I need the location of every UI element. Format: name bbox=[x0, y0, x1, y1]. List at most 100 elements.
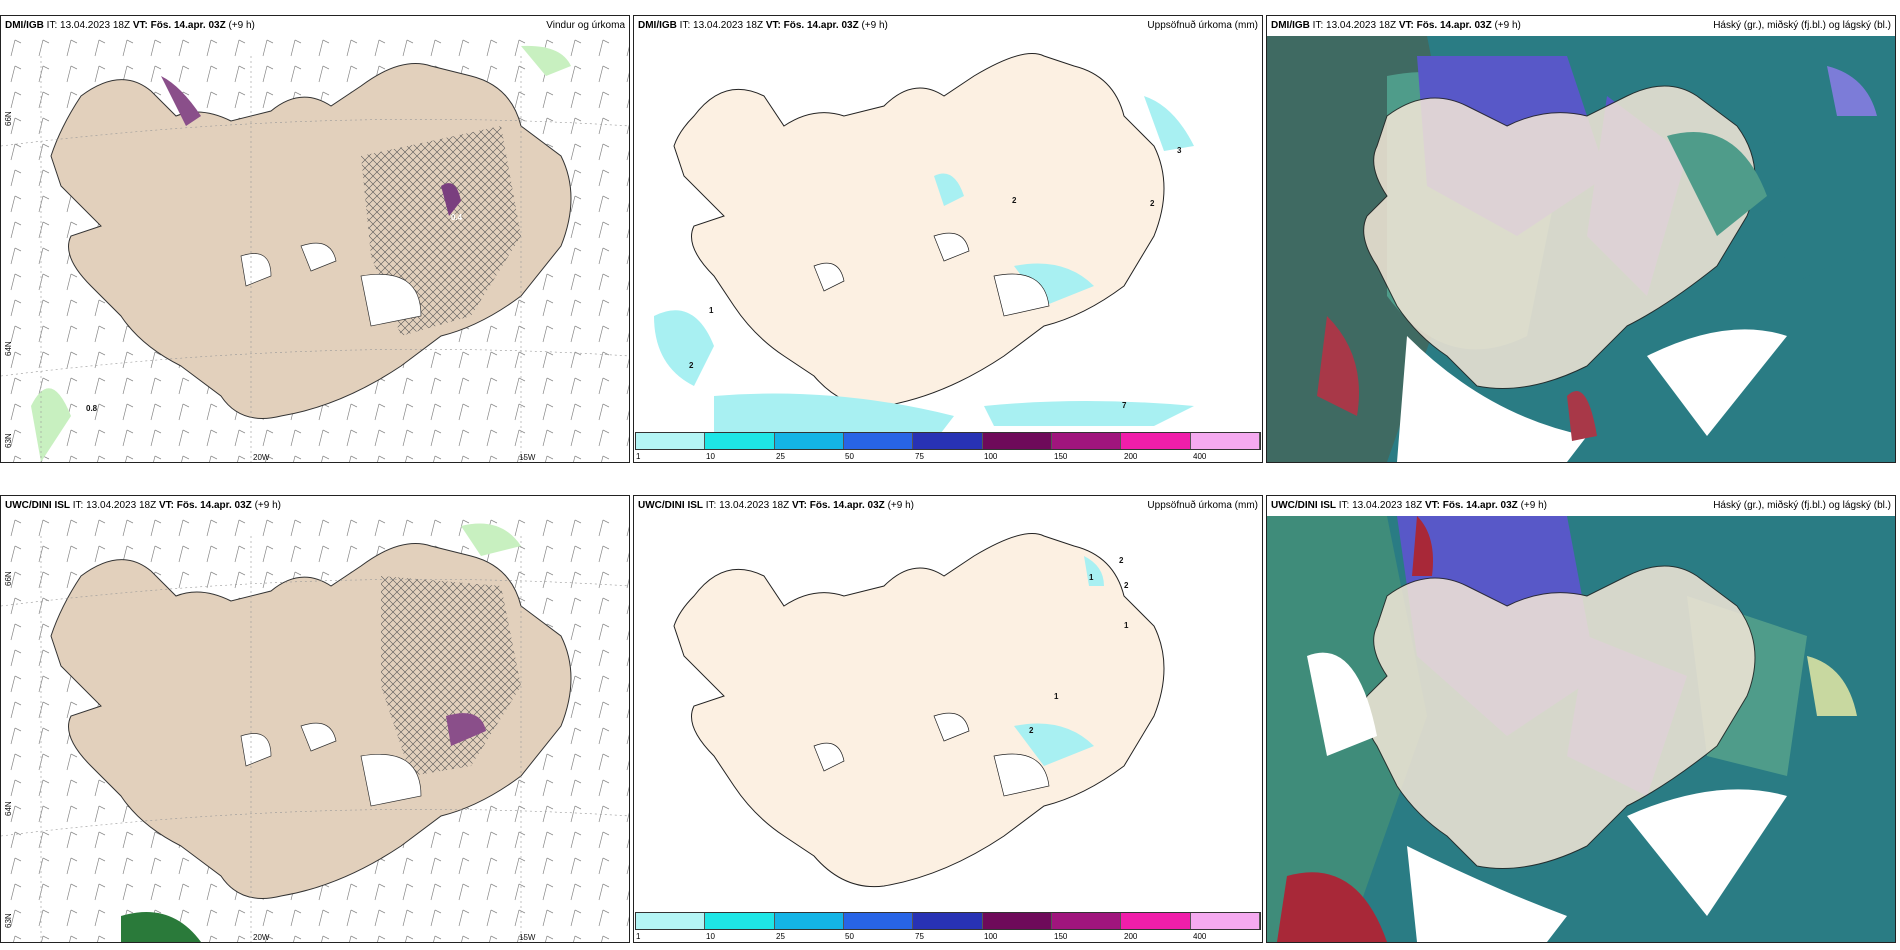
lat-label: 63N bbox=[4, 913, 13, 928]
scale-swatch bbox=[636, 433, 706, 449]
scale-tick: 10 bbox=[706, 452, 715, 461]
scale-tick: 400 bbox=[1193, 932, 1207, 941]
lead-time: (+9 h) bbox=[861, 20, 888, 31]
model-name: DMI/IGB bbox=[1271, 20, 1310, 31]
init-time: IT: 13.04.2023 18Z bbox=[1312, 20, 1397, 31]
iceland-land bbox=[673, 533, 1165, 888]
precip-value: 1 bbox=[1124, 621, 1129, 630]
scale-swatch bbox=[843, 433, 914, 449]
precip-value: 2 bbox=[1124, 581, 1129, 590]
lead-time: (+9 h) bbox=[254, 500, 281, 511]
panel-header: DMI/IGB IT: 13.04.2023 18Z VT: Fös. 14.a… bbox=[1267, 16, 1895, 36]
lon-label: 15W bbox=[519, 453, 536, 462]
init-time: IT: 13.04.2023 18Z bbox=[679, 20, 764, 31]
lead-time: (+9 h) bbox=[887, 500, 914, 511]
clouds-panel-top: DMI/IGB IT: 13.04.2023 18Z VT: Fös. 14.a… bbox=[1266, 15, 1896, 463]
precip-value: 1 bbox=[709, 306, 714, 315]
precip-value: 1 bbox=[1089, 573, 1094, 582]
scale-swatch bbox=[705, 913, 775, 929]
cloud-map bbox=[1267, 36, 1895, 462]
valid-label: VT: bbox=[1398, 20, 1414, 31]
valid-label: VT: bbox=[765, 20, 781, 31]
scale-swatch bbox=[1190, 913, 1260, 929]
wind-precip-panel-bottom: UWC/DINI ISL IT: 13.04.2023 18Z VT: Fös.… bbox=[0, 495, 630, 943]
valid-time: Fös. 14.apr. 03Z bbox=[1416, 20, 1492, 31]
scale-swatch bbox=[982, 913, 1052, 929]
scale-tick: 75 bbox=[915, 452, 924, 461]
precip-color-scale: 1 10 25 50 75 100 150 200 400 bbox=[634, 912, 1262, 942]
lat-label: 64N bbox=[4, 341, 13, 356]
panel-title: Háský (gr.), miðský (fj.bl.) og lágský (… bbox=[1713, 20, 1891, 31]
scale-tick: 200 bbox=[1124, 932, 1138, 941]
lead-time: (+9 h) bbox=[1520, 500, 1547, 511]
lat-label: 63N bbox=[4, 433, 13, 448]
precip-map bbox=[634, 516, 1262, 942]
scale-tick: 1 bbox=[636, 452, 641, 461]
scale-tick: 200 bbox=[1124, 452, 1138, 461]
lat-label: 66N bbox=[4, 571, 13, 586]
model-name: DMI/IGB bbox=[638, 20, 677, 31]
valid-label: VT: bbox=[158, 500, 174, 511]
precip-value: 2 bbox=[1029, 726, 1034, 735]
valid-label: VT: bbox=[791, 500, 807, 511]
panel-header: UWC/DINI ISL IT: 13.04.2023 18Z VT: Fös.… bbox=[634, 496, 1262, 516]
scale-tick: 10 bbox=[706, 932, 715, 941]
precip-value: 2 bbox=[1012, 196, 1017, 205]
scale-swatch bbox=[913, 433, 983, 449]
scale-tick: 50 bbox=[845, 452, 854, 461]
valid-time: Fös. 14.apr. 03Z bbox=[809, 500, 885, 511]
precip-value: 2 bbox=[1119, 556, 1124, 565]
precip-value: 7 bbox=[1122, 401, 1127, 410]
model-name: UWC/DINI ISL bbox=[638, 500, 703, 511]
scale-swatch bbox=[1190, 433, 1260, 449]
cloud-map bbox=[1267, 516, 1895, 942]
lat-label: 66N bbox=[4, 111, 13, 126]
scale-swatch bbox=[705, 433, 775, 449]
scale-bar bbox=[635, 912, 1261, 930]
scale-tick: 100 bbox=[984, 932, 998, 941]
scale-swatch bbox=[982, 433, 1052, 449]
precip-value: 3 bbox=[1177, 146, 1182, 155]
wind-precip-panel-top: DMI/IGB IT: 13.04.2023 18Z VT: Fös. 14.a… bbox=[0, 15, 630, 463]
valid-label: VT: bbox=[132, 20, 148, 31]
lon-label: 15W bbox=[519, 933, 536, 942]
scale-swatch bbox=[1121, 433, 1191, 449]
scale-tick: 100 bbox=[984, 452, 998, 461]
scale-tick: 25 bbox=[776, 452, 785, 461]
clouds-panel-bottom: UWC/DINI ISL IT: 13.04.2023 18Z VT: Fös.… bbox=[1266, 495, 1896, 943]
scale-swatch bbox=[774, 913, 844, 929]
model-name: UWC/DINI ISL bbox=[1271, 500, 1336, 511]
scale-tick: 150 bbox=[1054, 452, 1068, 461]
scale-tick: 400 bbox=[1193, 452, 1207, 461]
lead-time: (+9 h) bbox=[1494, 20, 1521, 31]
lead-time: (+9 h) bbox=[228, 20, 255, 31]
panel-header: UWC/DINI ISL IT: 13.04.2023 18Z VT: Fös.… bbox=[1267, 496, 1895, 516]
lat-label: 64N bbox=[4, 801, 13, 816]
scale-tick: 1 bbox=[636, 932, 641, 941]
lon-label: 20W bbox=[253, 933, 270, 942]
model-name: UWC/DINI ISL bbox=[5, 500, 70, 511]
model-name: DMI/IGB bbox=[5, 20, 44, 31]
wind-map bbox=[1, 516, 629, 942]
scale-tick: 150 bbox=[1054, 932, 1068, 941]
scale-bar bbox=[635, 432, 1261, 450]
valid-time: Fös. 14.apr. 03Z bbox=[1442, 500, 1518, 511]
precip-value: 2 bbox=[1150, 199, 1155, 208]
precip-panel-bottom: UWC/DINI ISL IT: 13.04.2023 18Z VT: Fös.… bbox=[633, 495, 1263, 943]
precip-map bbox=[634, 36, 1262, 462]
scale-tick: 75 bbox=[915, 932, 924, 941]
scale-swatch bbox=[1051, 433, 1122, 449]
scale-swatch bbox=[913, 913, 983, 929]
panel-title: Uppsöfnuð úrkoma (mm) bbox=[1147, 500, 1258, 511]
iceland-land bbox=[673, 53, 1165, 408]
scale-swatch bbox=[1051, 913, 1122, 929]
panel-header: DMI/IGB IT: 13.04.2023 18Z VT: Fös. 14.a… bbox=[634, 16, 1262, 36]
panel-header: UWC/DINI ISL IT: 13.04.2023 18Z VT: Fös.… bbox=[1, 496, 629, 516]
init-time: IT: 13.04.2023 18Z bbox=[46, 20, 131, 31]
precip-value: 0.4 bbox=[451, 213, 463, 222]
valid-label: VT: bbox=[1424, 500, 1440, 511]
scale-tick: 50 bbox=[845, 932, 854, 941]
init-time: IT: 13.04.2023 18Z bbox=[1338, 500, 1423, 511]
lon-label: 20W bbox=[253, 453, 270, 462]
precip-value: 2 bbox=[689, 361, 694, 370]
